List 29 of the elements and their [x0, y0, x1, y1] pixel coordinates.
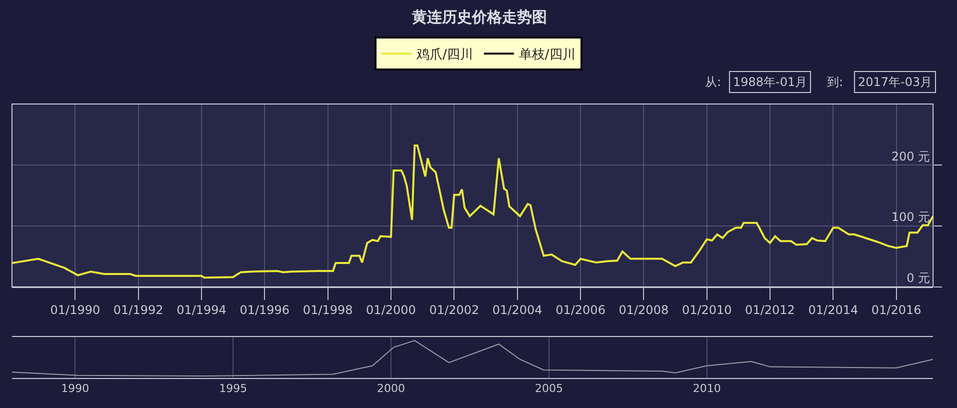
x-tick-label: 01/2000	[366, 303, 416, 318]
text: 1988年-01月	[733, 75, 808, 89]
x-tick-label: 01/1998	[302, 303, 353, 318]
chart-title: 黄连历史价格走势图	[411, 8, 547, 26]
x-tick-label: 01/2008	[618, 303, 669, 318]
text: 到:	[827, 75, 844, 89]
x-tick-label: 01/1996	[240, 303, 290, 318]
x-tick-label: 2000	[376, 382, 405, 396]
text: 2017年-03月	[858, 75, 932, 89]
x-tick-label: 01/2006	[556, 303, 606, 318]
x-tick-label: 01/1992	[113, 303, 164, 318]
x-tick-label: 1990	[61, 382, 90, 396]
y-tick-label: 100 元	[891, 210, 930, 224]
x-tick-label: 2010	[692, 382, 721, 396]
x-tick-label: 01/1990	[50, 303, 100, 318]
text: 从:	[705, 75, 722, 89]
x-tick-label: 01/2004	[492, 303, 542, 318]
x-tick-label: 01/2002	[429, 303, 480, 318]
legend-label: 鸡爪/四川	[416, 48, 473, 63]
x-tick-label: 01/2012	[745, 303, 795, 318]
x-tick-label: 01/1994	[176, 303, 226, 318]
y-tick-label: 0 元	[906, 271, 930, 286]
y-tick-label: 200 元	[891, 149, 930, 164]
x-tick-label: 01/2016	[871, 303, 922, 318]
x-tick-label: 01/2010	[682, 303, 732, 318]
x-tick-label: 2005	[534, 382, 563, 396]
x-tick-label: 01/2014	[808, 303, 858, 318]
legend-label: 单枝/四川	[518, 48, 576, 63]
x-tick-label: 1995	[219, 382, 248, 396]
